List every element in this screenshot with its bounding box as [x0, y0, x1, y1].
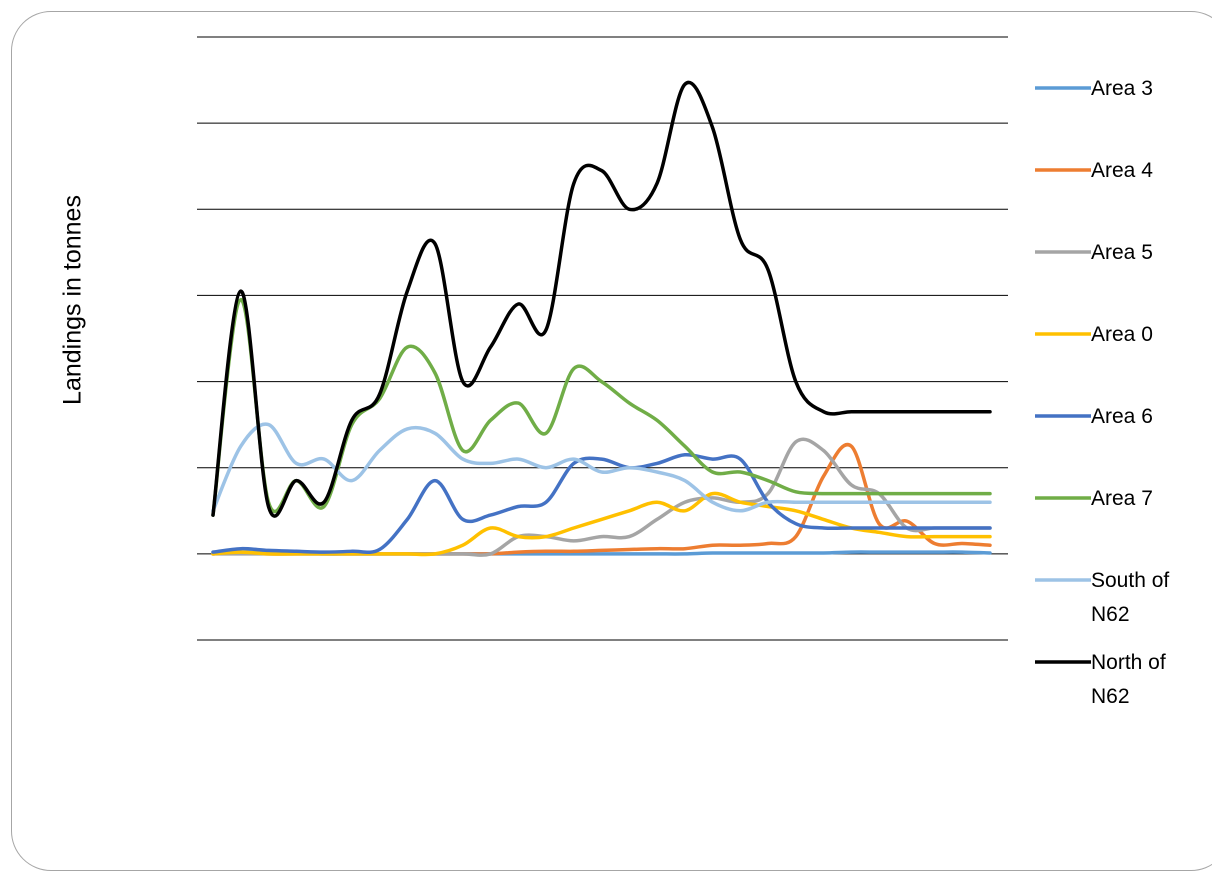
series-lines [211, 80, 992, 557]
legend-label-area-3: Area 3 [1091, 77, 1153, 100]
legend-label-south-of-n62: South of N62 [1091, 569, 1169, 626]
legend-label-area-7: Area 7 [1091, 487, 1153, 510]
legend-label-area-0: Area 0 [1091, 323, 1153, 346]
series-line-south-of-n62 [211, 422, 992, 513]
y-axis-label: Landings in tonnes [59, 195, 87, 405]
legend-label-area-6: Area 6 [1091, 405, 1153, 428]
legend-label-north-of-n62: North of N62 [1091, 651, 1166, 708]
series-line-area-6 [211, 453, 992, 555]
series-line-north-of-n62 [211, 80, 992, 518]
legend-label-area-5: Area 5 [1091, 241, 1153, 264]
chart-frame [11, 11, 1212, 871]
series-line-area-7 [211, 297, 992, 517]
legend: Area 3 Area 4 Area 5 Area 0 Area 6 Area 7 Sout… [1035, 77, 1169, 708]
line-chart: Area 3 Area 4 Area 5 Area 0 Area 6 Area 7 Sout… [59, 36, 1169, 708]
legend-label-area-4: Area 4 [1091, 159, 1153, 182]
